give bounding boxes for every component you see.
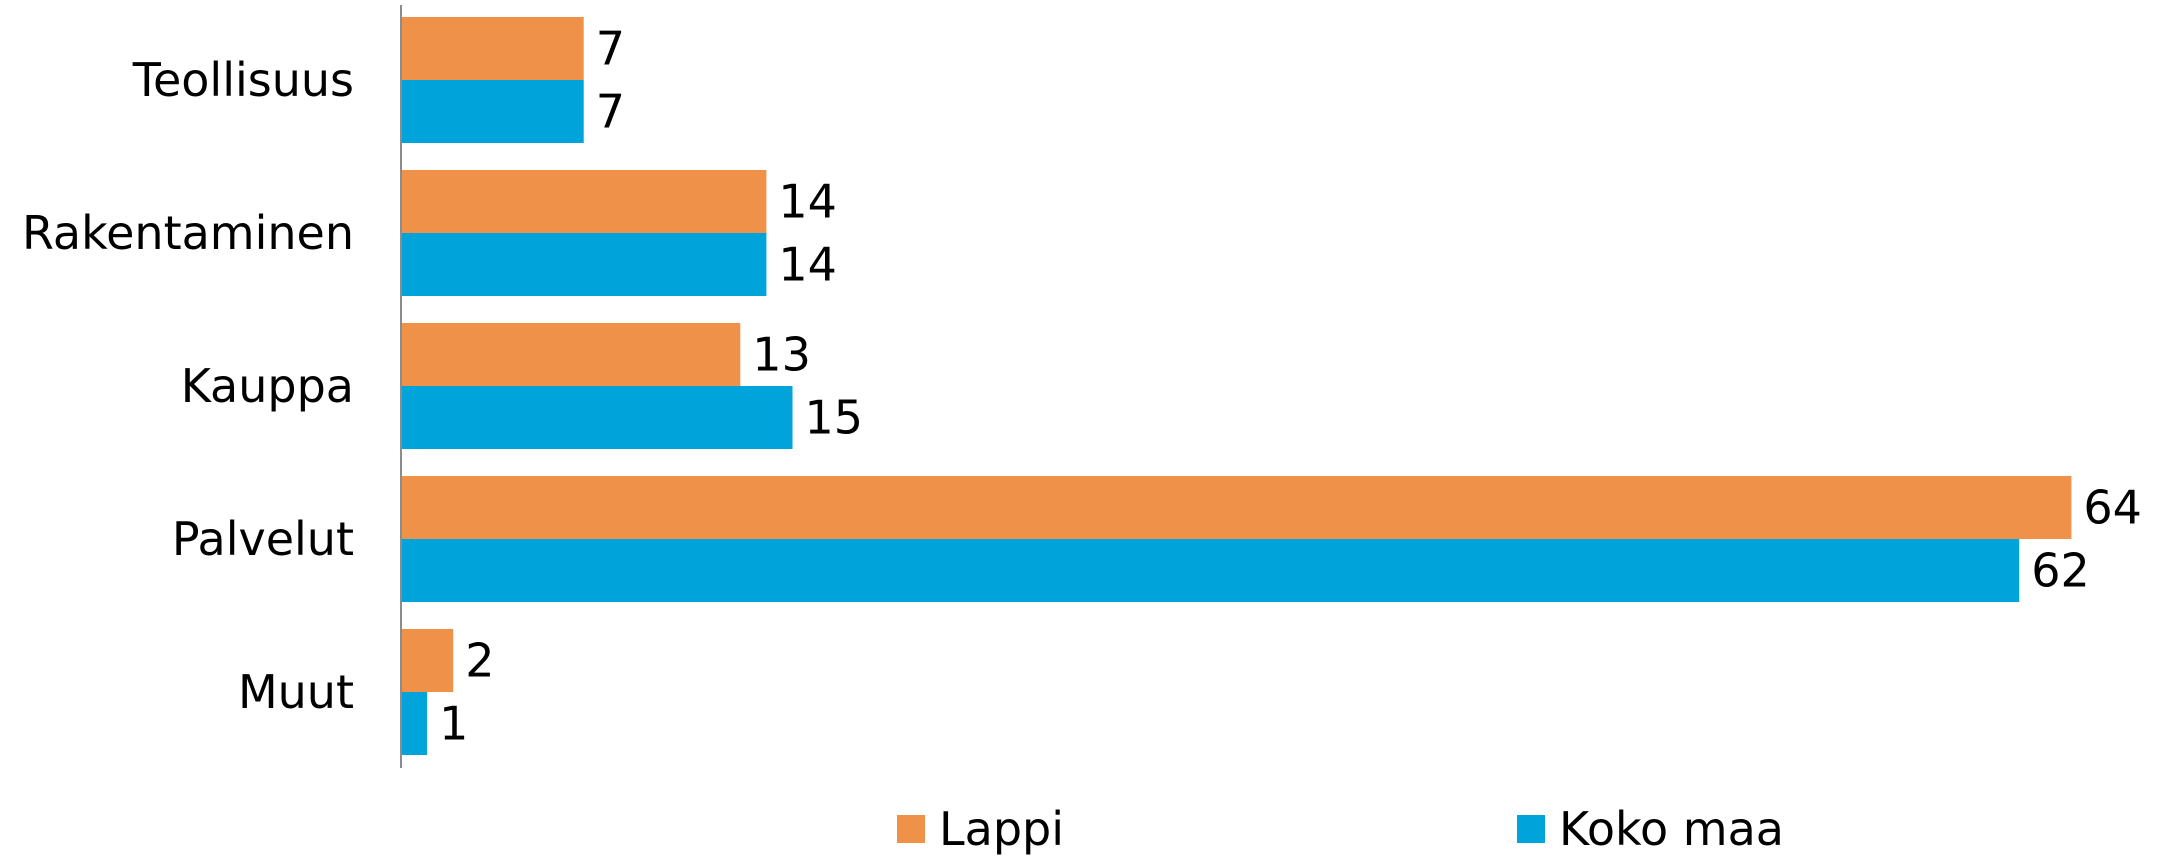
data-label-lappi-kauppa: 13 xyxy=(752,328,811,382)
legend: Lappi Koko maa xyxy=(897,802,1784,856)
data-label-lappi-teollisuus: 7 xyxy=(596,22,625,76)
data-label-koko-maa-muut: 1 xyxy=(439,697,468,751)
data-label-koko-maa-palvelut: 62 xyxy=(2031,544,2090,598)
category-label-muut: Muut xyxy=(238,665,354,719)
bar-koko-maa-teollisuus xyxy=(401,80,584,143)
category-label-teollisuus: Teollisuus xyxy=(132,53,354,107)
data-label-koko-maa-teollisuus: 7 xyxy=(596,85,625,139)
bar-koko-maa-rakentaminen xyxy=(401,233,767,296)
bar-lappi-teollisuus xyxy=(401,17,584,80)
bar-lappi-muut xyxy=(401,629,454,692)
legend-label-koko-maa: Koko maa xyxy=(1559,802,1784,855)
category-label-rakentaminen: Rakentaminen xyxy=(22,206,354,260)
data-label-koko-maa-rakentaminen: 14 xyxy=(778,238,837,292)
legend-swatch-koko-maa xyxy=(1517,815,1545,843)
data-label-lappi-muut: 2 xyxy=(465,634,494,688)
bars-layer xyxy=(401,17,2072,755)
category-label-kauppa: Kauppa xyxy=(181,359,354,413)
data-label-koko-maa-kauppa: 15 xyxy=(805,391,864,445)
bar-koko-maa-muut xyxy=(401,692,428,755)
data-labels: 7 7 14 14 13 15 64 62 2 1 xyxy=(439,22,2142,751)
category-label-palvelut: Palvelut xyxy=(172,512,354,566)
bar-koko-maa-palvelut xyxy=(401,539,2020,602)
data-label-lappi-rakentaminen: 14 xyxy=(778,175,837,229)
legend-swatch-lappi xyxy=(897,815,925,843)
bar-lappi-palvelut xyxy=(401,476,2072,539)
bar-lappi-rakentaminen xyxy=(401,170,767,233)
data-label-lappi-palvelut: 64 xyxy=(2083,481,2142,535)
legend-label-lappi: Lappi xyxy=(939,802,1064,855)
category-labels: Teollisuus Rakentaminen Kauppa Palvelut Muut xyxy=(22,53,354,719)
bar-koko-maa-kauppa xyxy=(401,386,793,449)
bar-lappi-kauppa xyxy=(401,323,741,386)
